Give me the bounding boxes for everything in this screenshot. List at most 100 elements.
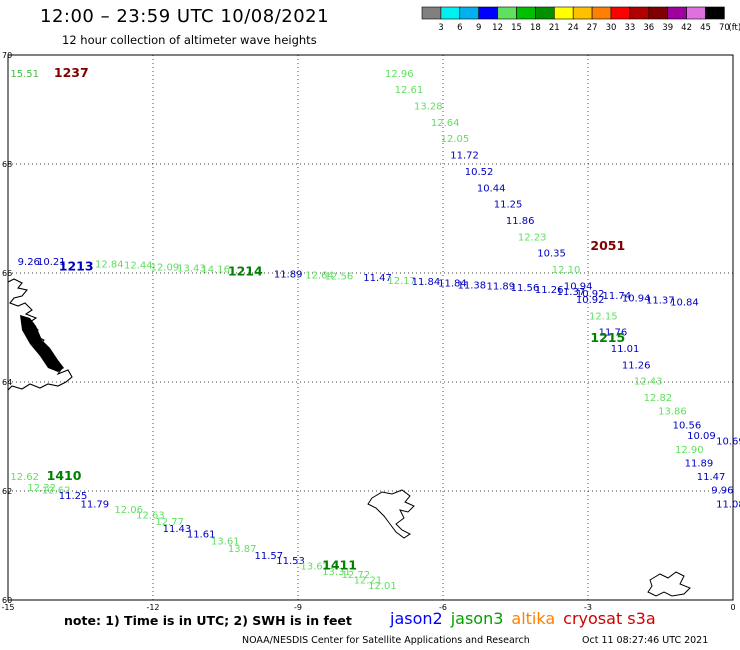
lon-tick-label: -15 — [1, 603, 14, 612]
wave-height-label: 9.96 — [711, 486, 733, 497]
timestamp-text: Oct 11 08:27:46 UTC 2021 — [582, 635, 709, 646]
wave-height-label: 12.09 — [151, 262, 180, 273]
lon-tick-label: -6 — [439, 603, 447, 612]
wave-height-label: 11.61 — [187, 529, 216, 540]
lon-tick-label: -9 — [294, 603, 302, 612]
lon-tick-label: 0 — [730, 603, 735, 612]
wave-height-label: 11.25 — [59, 491, 88, 502]
pass-time-tag: 1215 — [590, 330, 625, 345]
wave-height-label: 11.08 — [716, 499, 740, 510]
iceland-coast — [7, 278, 73, 391]
wave-height-label: 12.61 — [395, 85, 424, 96]
legend-unit: (ft) — [728, 23, 740, 33]
wave-height-label: 10.52 — [465, 167, 494, 178]
wave-height-label: 13.62 — [300, 561, 329, 572]
axis-ticks: -15 -12 -9 -6 -3 0 70 68 66 64 62 60 — [1, 51, 735, 612]
wave-height-label: 9.26 — [18, 257, 40, 268]
wave-height-label: 12.82 — [644, 393, 673, 404]
lat-tick-label: 68 — [2, 160, 12, 169]
wave-height-label: 12.63 — [136, 510, 165, 521]
wave-height-label: 13.87 — [228, 544, 257, 555]
lat-tick-label: 70 — [2, 51, 12, 60]
measurement-labels: 15.51 12.96 12.61 13.28 12.64 12.05 11.72 10.52… — [10, 69, 740, 592]
wave-height-label: 10.94 — [564, 281, 593, 292]
wave-height-label: 10.84 — [670, 298, 699, 309]
wave-height-label: 12.21 — [354, 576, 383, 587]
legend-label: 9 — [476, 23, 481, 33]
grid-lines — [7, 54, 734, 601]
wave-height-label: 13.86 — [658, 407, 687, 418]
wave-height-label: 10.94 — [622, 293, 651, 304]
wave-height-label: 11.74 — [603, 291, 632, 302]
pass-time-tag: 1411 — [322, 557, 357, 572]
lat-tick-label: 66 — [2, 269, 12, 278]
wave-height-label: 15.51 — [10, 69, 39, 80]
lat-tick-label: 60 — [2, 596, 12, 605]
legend-label: 70 — [719, 23, 730, 33]
wave-height-label: 11.84 — [438, 279, 467, 290]
wave-height-label: 12.23 — [518, 232, 547, 243]
faroe-islands — [367, 489, 415, 539]
time-tags: 1237 2051 1214 1215 1213 1410 1411 — [47, 65, 626, 573]
wave-height-label: 11.47 — [697, 472, 726, 483]
wave-height-label: 12.84 — [95, 260, 124, 271]
pass-time-tag: 1410 — [47, 468, 82, 483]
wave-height-label: 10.44 — [477, 183, 506, 194]
wave-height-label: 10.92 — [576, 289, 605, 300]
wave-height-label: 12.15 — [589, 311, 618, 322]
wave-height-label: 12.77 — [155, 517, 184, 528]
wave-height-label: 12.06 — [114, 505, 143, 516]
legend-label: 24 — [568, 23, 579, 33]
legend-label: 6 — [457, 23, 462, 33]
legend-label: 12 — [492, 23, 503, 33]
color-scale-legend: 3 6 9 12 15 18 21 24 27 30 33 36 39 42 45 70(ft) — [421, 6, 740, 33]
pass-time-tag: 1214 — [228, 264, 263, 279]
lat-tick-label: 64 — [2, 378, 12, 387]
page-title: 12:00 – 23:59 UTC 10/08/2021 — [40, 6, 330, 27]
wave-height-label: 11.57 — [255, 551, 284, 562]
legend-label: 3 — [438, 23, 443, 33]
wave-height-label: 11.89 — [685, 458, 714, 469]
wave-height-label: 12.10 — [552, 265, 581, 276]
wave-height-label: 12.72 — [342, 570, 371, 581]
legend-label: 42 — [681, 23, 692, 33]
sat-jason3: jason3 — [450, 609, 504, 628]
wave-height-label: 11.37 — [646, 296, 675, 307]
wave-height-label: 12.62 — [10, 472, 39, 483]
pass-time-tag: 1213 — [59, 258, 94, 273]
wave-height-label: 12.44 — [124, 261, 153, 272]
wave-height-label: 12.64 — [431, 118, 460, 129]
wave-height-label: 12.64 — [305, 270, 334, 281]
satellite-legend: jason2 jason3 altika cryosat s3a — [390, 609, 664, 628]
legend-label: 15 — [511, 23, 522, 33]
wave-height-label: 11.47 — [363, 273, 392, 284]
wave-height-label: 12.62 — [42, 486, 71, 497]
wave-height-label: 11.38 — [458, 280, 487, 291]
units-note: note: 1) Time is in UTC; 2) SWH is in fe… — [64, 613, 352, 628]
legend-label: 45 — [700, 23, 711, 33]
wave-height-label: 14.16 — [201, 264, 230, 275]
legend-label: 39 — [662, 23, 673, 33]
wave-height-label: 10.35 — [537, 249, 566, 260]
wave-height-label: 11.56 — [511, 283, 540, 294]
wave-height-label: 12.43 — [634, 377, 663, 388]
wave-height-label: 13.43 — [177, 263, 206, 274]
wave-height-label: 11.37 — [557, 287, 586, 298]
pass-time-tag: 1237 — [54, 65, 89, 80]
wave-height-label: 10.56 — [673, 420, 702, 431]
wave-height-label: 10.69 — [716, 437, 740, 448]
shetland-islands — [647, 571, 691, 597]
legend-label: 27 — [587, 23, 598, 33]
wave-height-label: 12.01 — [368, 581, 397, 592]
credit-text: NOAA/NESDIS Center for Satellite Applica… — [242, 635, 530, 646]
wave-height-label: 10.21 — [37, 257, 66, 268]
wave-height-label: 11.72 — [450, 151, 479, 162]
wave-height-label: 11.26 — [622, 360, 651, 371]
wave-height-label: 12.96 — [385, 69, 414, 80]
sat-altika: altika — [511, 609, 556, 628]
wave-height-label: 12.17 — [387, 276, 416, 287]
iceland-land-fill — [20, 315, 64, 372]
wave-height-label: 12.05 — [441, 134, 470, 145]
wave-height-label: 10.09 — [687, 431, 716, 442]
legend-label: 21 — [549, 23, 560, 33]
